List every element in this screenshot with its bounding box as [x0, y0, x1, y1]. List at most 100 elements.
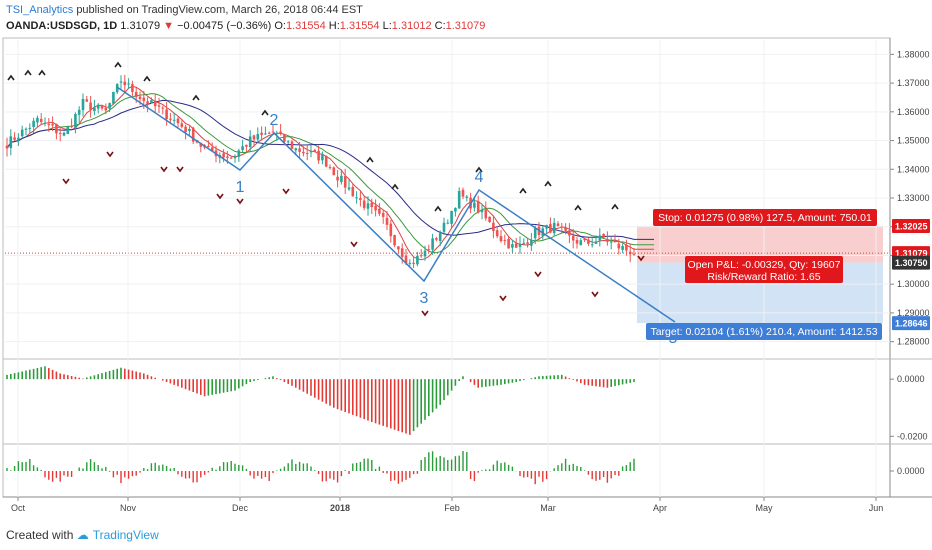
- created-with-label: Created with: [6, 528, 74, 542]
- high-value: 1.31554: [339, 20, 380, 32]
- down-fractal-marker: [421, 310, 429, 317]
- up-fractal-marker: [434, 205, 442, 212]
- open-value: 1.31554: [285, 20, 326, 32]
- up-fractal-marker: [38, 69, 46, 76]
- down-fractal-marker: [350, 241, 358, 248]
- y-tick-label: 1.37000: [897, 78, 930, 88]
- candle-body: [575, 239, 579, 244]
- up-fractal-marker: [192, 94, 200, 101]
- author-link[interactable]: TSI_Analytics: [6, 4, 74, 16]
- candle-body: [332, 167, 336, 176]
- candle-body: [628, 251, 632, 255]
- candle-body: [188, 128, 191, 132]
- price-badge-value: 1.28646: [895, 319, 928, 329]
- target-label-bg: [646, 323, 882, 340]
- candle-body: [328, 167, 332, 169]
- wave-label-1: 1: [236, 179, 245, 196]
- macd-tick-label: -0.0200: [897, 431, 928, 441]
- candle-body: [594, 241, 598, 244]
- price-badge-bg: [892, 255, 930, 270]
- candle-body: [480, 209, 484, 213]
- candle-body: [533, 228, 537, 239]
- low-label: L:: [382, 20, 392, 32]
- candle-body: [279, 131, 282, 134]
- y-tick-label: 1.35000: [897, 136, 930, 146]
- candle-body: [93, 107, 96, 112]
- high-label: H:: [328, 20, 340, 32]
- down-fractal-marker: [62, 178, 70, 185]
- moving-averages: [6, 85, 654, 261]
- candle-body: [176, 118, 180, 124]
- candle-body: [324, 155, 328, 167]
- candle-body: [347, 187, 351, 190]
- candle-body: [355, 197, 358, 199]
- price-badge-bg: [892, 316, 930, 331]
- up-fractal-marker: [475, 166, 483, 173]
- candle-body: [564, 227, 567, 231]
- candle-body: [389, 223, 393, 237]
- candle-body: [511, 244, 514, 248]
- candle-body: [115, 84, 119, 93]
- tradingview-link[interactable]: TradingView: [92, 528, 159, 542]
- macd-histogram: [6, 366, 635, 435]
- low-value: 1.31012: [391, 20, 432, 32]
- candle-body: [108, 103, 111, 109]
- candle-body: [286, 141, 290, 143]
- candle-body: [492, 222, 495, 231]
- candle-body: [229, 157, 233, 159]
- x-tick-label: Oct: [11, 503, 26, 513]
- pnl-label-text: Open P&L: -0.00329, Qty: 19607: [688, 259, 841, 271]
- candle-body: [302, 151, 305, 154]
- candle-body: [530, 239, 533, 246]
- candle-body: [13, 137, 16, 140]
- candle-body: [427, 249, 431, 251]
- down-fractal-marker: [236, 198, 244, 205]
- stop-label-text: Stop: 0.01275 (0.98%) 127.5, Amount: 750…: [658, 212, 872, 224]
- candle-body: [381, 213, 385, 217]
- y-tick-label: 1.34000: [897, 164, 930, 174]
- candle-body: [552, 222, 556, 234]
- candle-body: [20, 129, 24, 137]
- x-tick-label: Mar: [540, 503, 556, 513]
- candle-body: [146, 101, 149, 105]
- x-tick-label: 2018: [330, 503, 350, 513]
- candle-body: [374, 205, 377, 211]
- candle-body: [252, 135, 256, 140]
- candle-body: [606, 239, 609, 242]
- target-label: Target: 0.02104 (1.61%) 210.4, Amount: 1…: [646, 323, 882, 340]
- candle-body: [47, 124, 51, 126]
- candle-body: [305, 152, 309, 154]
- close-value: 1.31079: [445, 20, 486, 32]
- candle-body: [81, 98, 85, 111]
- down-fractal-marker: [637, 255, 645, 262]
- down-fractal-marker: [106, 151, 114, 158]
- candle-body: [404, 255, 408, 264]
- candle-body: [321, 154, 324, 161]
- candle-body: [58, 132, 62, 135]
- candle-body: [256, 134, 260, 140]
- up-fractal-marker: [391, 183, 399, 190]
- candle-body: [454, 208, 457, 212]
- candle-body: [343, 176, 347, 188]
- candle-body: [157, 105, 161, 107]
- candle-body: [571, 235, 575, 241]
- candle-body: [495, 230, 499, 237]
- candle-body: [28, 127, 32, 129]
- candle-body: [70, 126, 73, 128]
- footer: Created with ☁ TradingView: [6, 528, 159, 542]
- candle-body: [518, 244, 522, 247]
- stop-label-bg: [653, 209, 877, 226]
- candle-body: [161, 107, 165, 109]
- candle-body: [222, 153, 225, 158]
- up-fractal-marker: [574, 204, 582, 211]
- candle-body: [32, 120, 35, 128]
- price-badge-stop: 1.32025: [892, 219, 930, 234]
- candle-body: [165, 109, 168, 120]
- up-fractal-marker: [114, 61, 122, 68]
- candles: [5, 74, 636, 269]
- candle-body: [465, 196, 469, 198]
- candle-body: [351, 186, 355, 197]
- open-label: O:: [274, 20, 286, 32]
